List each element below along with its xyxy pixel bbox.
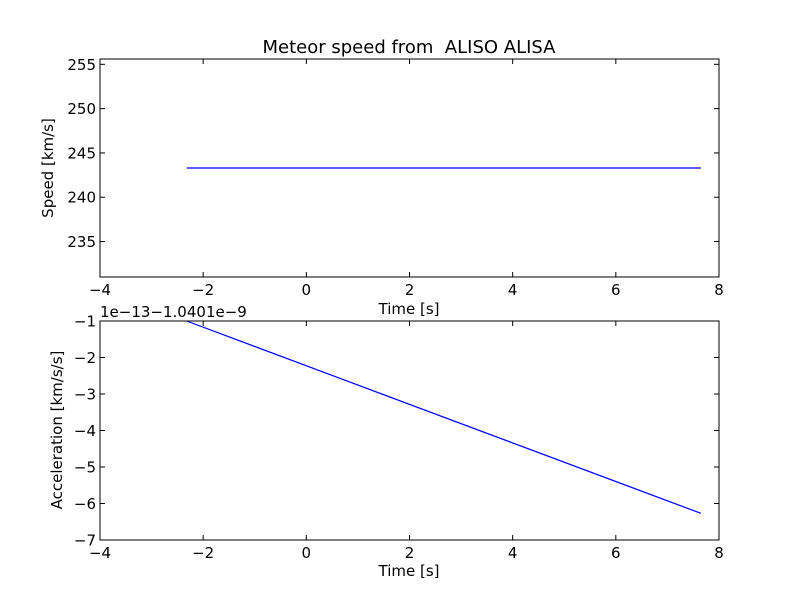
speed-y-tick-label: 235 xyxy=(67,233,96,251)
speed-x-tick-label: 2 xyxy=(405,281,415,299)
acceleration-x-axis-label: Time [s] xyxy=(378,562,440,580)
chart-title: Meteor speed from ALISO ALISA xyxy=(263,37,557,58)
acceleration-x-tick-label: 2 xyxy=(405,544,415,562)
speed-plot-area: −4 −2 0 2 4 6 8 235 240 245 250 255 xyxy=(67,56,723,299)
acceleration-y-tick-label: −4 xyxy=(74,422,96,440)
speed-x-tick-label: −2 xyxy=(192,281,214,299)
speed-x-tick-label: 0 xyxy=(302,281,312,299)
acceleration-y-axis-label: Acceleration [km/s/s] xyxy=(48,351,66,510)
speed-y-tick-label: 240 xyxy=(67,189,96,207)
speed-x-tick-label: 8 xyxy=(714,281,724,299)
speed-x-tick-label: 4 xyxy=(508,281,518,299)
acceleration-y-tick-label: −2 xyxy=(74,349,96,367)
acceleration-plot-area: −4 −2 0 2 4 6 8 −7 −6 −5 −4 −3 −2 −1 xyxy=(74,313,724,563)
speed-x-axis-label: Time [s] xyxy=(378,300,440,318)
acceleration-x-tick-label: −2 xyxy=(192,544,214,562)
acceleration-x-tick-label: 4 xyxy=(508,544,518,562)
acceleration-y-tick-label: −6 xyxy=(74,495,96,513)
speed-y-tick-label: 255 xyxy=(67,56,96,74)
speed-y-axis-label: Speed [km/s] xyxy=(39,118,57,218)
acceleration-y-tick-label: −5 xyxy=(74,459,96,477)
acceleration-y-tick-label: −1 xyxy=(74,313,96,331)
speed-y-tick-label: 245 xyxy=(67,144,96,162)
acceleration-x-tick-label: 8 xyxy=(714,544,724,562)
acceleration-x-tick-label: −4 xyxy=(89,544,111,562)
speed-x-tick-label: −4 xyxy=(89,281,111,299)
speed-x-tick-label: 6 xyxy=(611,281,621,299)
acceleration-x-tick-label: 0 xyxy=(302,544,312,562)
acceleration-chart-panel: 1e−13−1.0401e−9 −4 −2 0 2 4 6 8−7−6−5−4−3−2−1 … xyxy=(48,303,724,580)
speed-chart-panel: Meteor speed from ALISO ALISA −4 −2 0 2 4 6 8 2… xyxy=(39,37,724,318)
acceleration-series-line-0 xyxy=(186,320,702,514)
speed-y-tick-label: 250 xyxy=(67,100,96,118)
acceleration-offset-label: 1e−13−1.0401e−9 xyxy=(100,303,247,321)
acceleration-y-tick-label: −7 xyxy=(74,532,96,550)
acceleration-x-tick-label: 6 xyxy=(611,544,621,562)
acceleration-y-tick-label: −3 xyxy=(74,386,96,404)
